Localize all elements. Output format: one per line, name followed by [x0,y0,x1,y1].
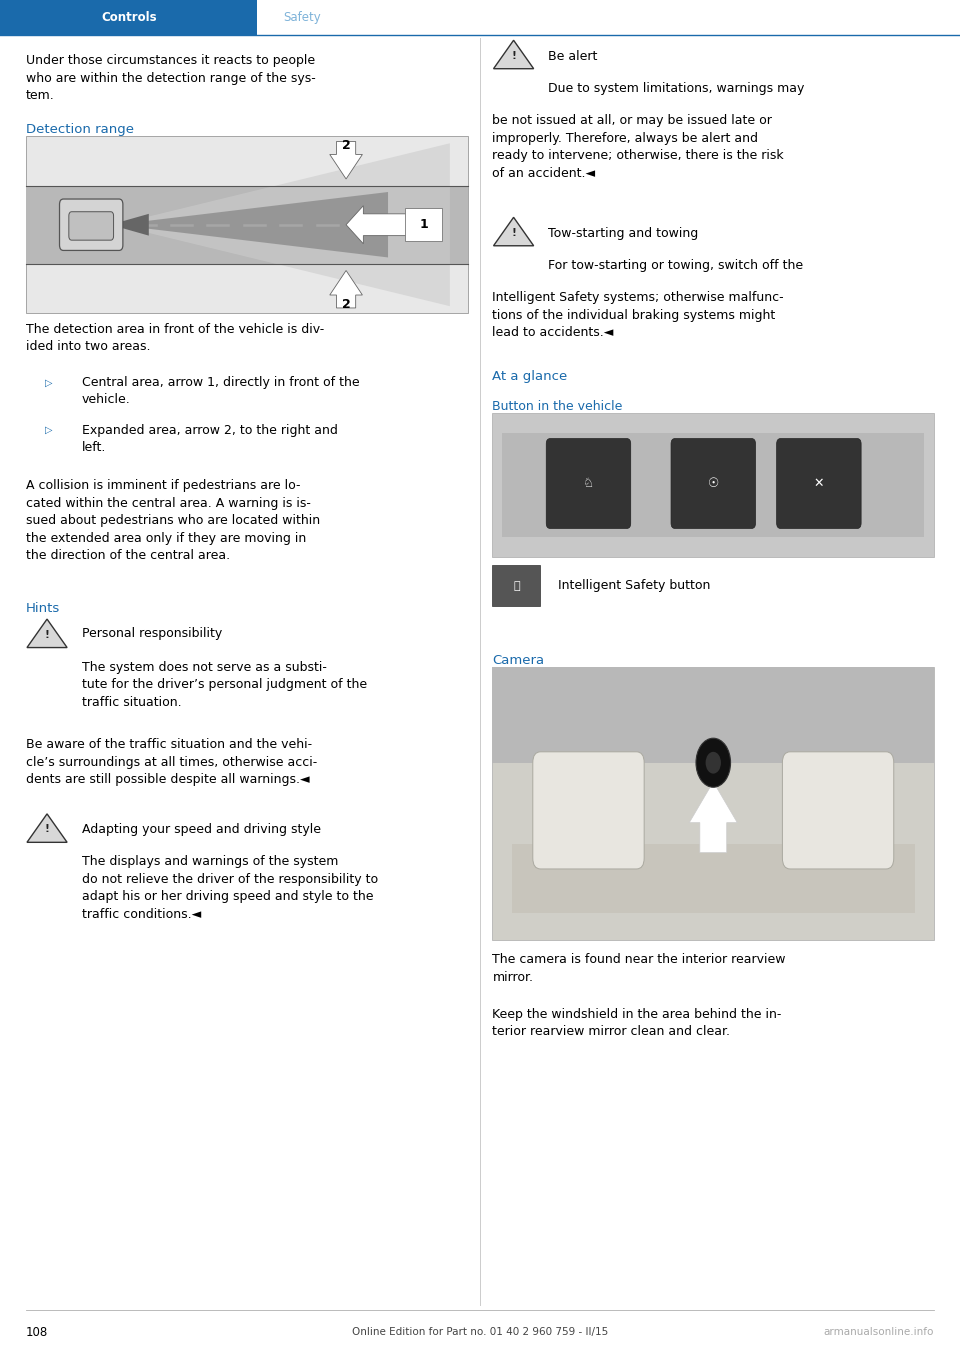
FancyBboxPatch shape [777,439,861,528]
Text: The system does not serve as a substi-
tute for the driver’s personal judgment o: The system does not serve as a substi- t… [82,661,367,708]
Text: Safety: Safety [283,11,321,25]
Text: For tow-starting or towing, switch off the: For tow-starting or towing, switch off t… [548,259,804,272]
FancyArrow shape [689,782,737,853]
Polygon shape [115,143,450,306]
Circle shape [696,738,731,787]
Text: Tow-starting and towing: Tow-starting and towing [548,227,699,241]
Text: Due to system limitations, warnings may: Due to system limitations, warnings may [548,82,804,95]
Text: The detection area in front of the vehicle is div-
ided into two areas.: The detection area in front of the vehic… [26,323,324,353]
Text: be not issued at all, or may be issued late or
improperly. Therefore, always be : be not issued at all, or may be issued l… [492,114,784,180]
Bar [502,433,924,537]
Text: The camera is found near the interior rearview
mirror.: The camera is found near the interior re… [492,953,786,983]
Text: Central area, arrow 1, directly in front of the
vehicle.: Central area, arrow 1, directly in front… [82,376,359,406]
Text: Controls: Controls [102,11,157,25]
Text: Be aware of the traffic situation and the vehi-
cle’s surroundings at all times,: Be aware of the traffic situation and th… [26,738,317,786]
Bar [492,667,934,940]
Text: ⛷: ⛷ [514,580,519,591]
FancyBboxPatch shape [69,211,113,240]
Text: ☉: ☉ [708,477,719,490]
Polygon shape [493,41,534,68]
Bar [26,136,468,313]
FancyBboxPatch shape [671,439,756,528]
Text: ▷: ▷ [45,425,53,434]
Bar [405,208,442,241]
Text: At a glance: At a glance [492,370,567,384]
Text: Adapting your speed and driving style: Adapting your speed and driving style [82,823,321,836]
Text: 2: 2 [342,139,350,151]
Text: Keep the windshield in the area behind the in-
terior rearview mirror clean and : Keep the windshield in the area behind t… [492,1008,781,1038]
Text: Expanded area, arrow 2, to the right and
left.: Expanded area, arrow 2, to the right and… [82,424,338,454]
Bar [492,413,934,557]
Bar [512,844,915,913]
Polygon shape [110,214,149,236]
FancyBboxPatch shape [60,199,123,251]
Text: Be alert: Be alert [548,50,597,64]
Text: A collision is imminent if pedestrians are lo-
cated within the central area. A : A collision is imminent if pedestrians a… [26,479,320,563]
FancyArrow shape [347,206,410,244]
FancyArrow shape [330,142,363,178]
Circle shape [706,752,721,774]
FancyBboxPatch shape [782,752,894,869]
Text: ♘: ♘ [583,477,594,490]
Text: !: ! [44,824,50,835]
Polygon shape [493,218,534,245]
Text: !: ! [511,50,516,61]
FancyArrow shape [330,271,363,308]
Text: armanualsonline.info: armanualsonline.info [824,1327,934,1337]
Text: 108: 108 [26,1325,48,1339]
Text: !: ! [44,629,50,640]
FancyBboxPatch shape [546,439,631,528]
Text: Intelligent Safety systems; otherwise malfunc-
tions of the individual braking s: Intelligent Safety systems; otherwise ma… [492,291,784,339]
Text: Personal responsibility: Personal responsibility [82,627,222,640]
Text: !: ! [511,227,516,238]
Polygon shape [27,814,67,842]
Text: Hints: Hints [26,602,60,616]
Polygon shape [27,620,67,647]
Bar [26,185,468,264]
Bar [0,0,257,35]
Text: ✕: ✕ [814,477,824,490]
FancyBboxPatch shape [533,752,644,869]
Bar [492,667,934,763]
Polygon shape [115,192,388,257]
Text: Under those circumstances it reacts to people
who are within the detection range: Under those circumstances it reacts to p… [26,54,316,102]
Text: ▷: ▷ [45,377,53,387]
Text: Button in the vehicle: Button in the vehicle [492,400,623,414]
Bar [492,565,540,606]
Text: Intelligent Safety button: Intelligent Safety button [558,579,710,592]
Text: Online Edition for Part no. 01 40 2 960 759 - II/15: Online Edition for Part no. 01 40 2 960 … [352,1327,608,1337]
Text: Detection range: Detection range [26,123,133,136]
Text: Camera: Camera [492,654,544,667]
Text: The displays and warnings of the system
do not relieve the driver of the respons: The displays and warnings of the system … [82,855,377,921]
Text: 2: 2 [342,298,350,311]
Text: 1: 1 [420,218,428,232]
